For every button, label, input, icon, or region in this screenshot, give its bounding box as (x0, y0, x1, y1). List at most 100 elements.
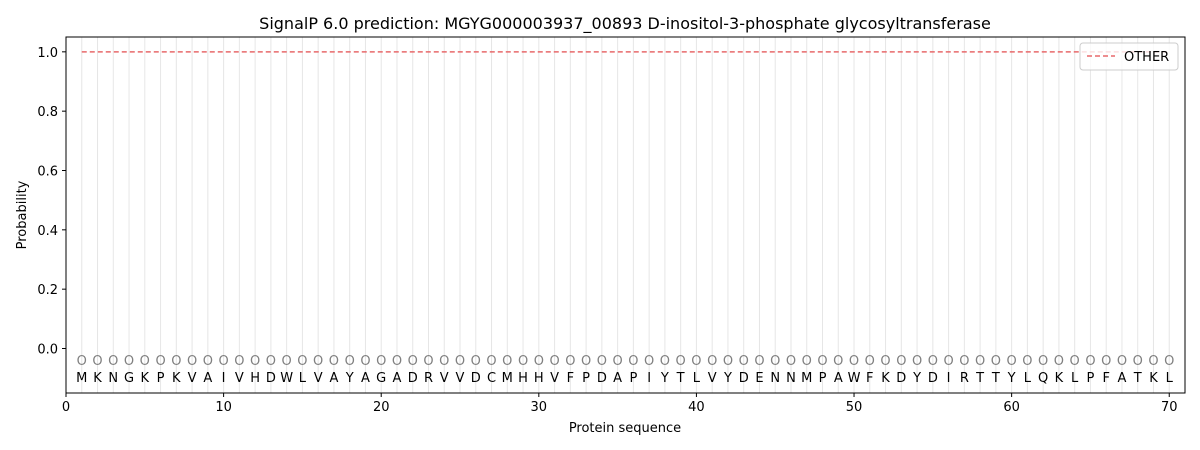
residue-label: Y (660, 371, 669, 386)
residue-label: D (739, 371, 749, 386)
prediction-marker: O (817, 354, 827, 369)
prediction-marker: O (880, 354, 890, 369)
residue-label: N (770, 371, 780, 386)
x-tick-label: 50 (846, 400, 863, 415)
prediction-marker: O (502, 354, 512, 369)
prediction-marker: O (754, 354, 764, 369)
residue-label: D (928, 371, 938, 386)
residue-label: F (1102, 371, 1109, 386)
prediction-marker: O (534, 354, 544, 369)
prediction-marker: O (108, 354, 118, 369)
residue-label: A (834, 371, 843, 386)
prediction-marker: O (770, 354, 780, 369)
prediction-marker: O (912, 354, 922, 369)
prediction-marker: O (313, 354, 323, 369)
prediction-marker: O (423, 354, 433, 369)
prediction-marker: O (786, 354, 796, 369)
x-tick-label: 20 (373, 400, 390, 415)
prediction-marker: O (439, 354, 449, 369)
residue-label: L (1024, 371, 1032, 386)
residue-label: K (881, 371, 890, 386)
prediction-marker: O (959, 354, 969, 369)
residue-label: F (866, 371, 873, 386)
prediction-marker: O (676, 354, 686, 369)
residue-label: M (502, 371, 513, 386)
residue-label: K (141, 371, 150, 386)
residue-label: A (361, 371, 370, 386)
prediction-marker: O (865, 354, 875, 369)
prediction-marker: O (928, 354, 938, 369)
residue-label: A (203, 371, 212, 386)
residue-label: I (222, 371, 226, 386)
residue-label: P (629, 371, 637, 386)
prediction-marker: O (155, 354, 165, 369)
prediction-marker: O (739, 354, 749, 369)
prediction-marker: O (849, 354, 859, 369)
residue-label: Y (723, 371, 732, 386)
y-tick-label: 0.8 (37, 105, 58, 120)
x-tick-label: 70 (1161, 400, 1178, 415)
prediction-marker: O (455, 354, 465, 369)
y-tick-label: 1.0 (37, 46, 58, 61)
residue-label: W (848, 371, 861, 386)
residue-label: P (157, 371, 165, 386)
residue-label: A (1118, 371, 1127, 386)
residue-label: Y (912, 371, 921, 386)
residue-label: E (755, 371, 763, 386)
residue-label: V (440, 371, 449, 386)
residue-label: L (693, 371, 701, 386)
prediction-marker: O (77, 354, 87, 369)
prediction-marker: O (282, 354, 292, 369)
residue-label: T (676, 371, 685, 386)
residue-label: Q (1038, 371, 1048, 386)
prediction-marker: O (833, 354, 843, 369)
prediction-marker: O (392, 354, 402, 369)
prediction-marker: O (360, 354, 370, 369)
residue-label: A (329, 371, 338, 386)
residue-label: A (393, 371, 402, 386)
residue-label: N (108, 371, 118, 386)
prediction-marker: O (1164, 354, 1174, 369)
prediction-marker: O (644, 354, 654, 369)
y-tick-label: 0.4 (37, 224, 58, 239)
prediction-marker: O (297, 354, 307, 369)
x-tick-label: 40 (688, 400, 705, 415)
prediction-marker: O (628, 354, 638, 369)
residue-label: L (299, 371, 307, 386)
residue-label: V (235, 371, 244, 386)
prediction-marker: O (1007, 354, 1017, 369)
prediction-marker: O (1148, 354, 1158, 369)
residue-label: K (93, 371, 102, 386)
residue-label: I (947, 371, 951, 386)
prediction-marker: O (124, 354, 134, 369)
prediction-marker: O (1133, 354, 1143, 369)
residue-label: P (819, 371, 827, 386)
prediction-marker: O (613, 354, 623, 369)
prediction-marker: O (943, 354, 953, 369)
x-tick-label: 10 (215, 400, 232, 415)
y-tick-label: 0.6 (37, 165, 58, 180)
residue-label: K (1149, 371, 1158, 386)
prediction-marker: O (408, 354, 418, 369)
prediction-marker: O (187, 354, 197, 369)
prediction-marker: O (991, 354, 1001, 369)
residue-label: K (1055, 371, 1064, 386)
prediction-marker: O (266, 354, 276, 369)
residue-label: V (188, 371, 197, 386)
residue-label: G (376, 371, 386, 386)
residue-label: K (172, 371, 181, 386)
residue-label: H (250, 371, 260, 386)
prediction-marker: O (597, 354, 607, 369)
residue-label: V (708, 371, 717, 386)
prediction-marker: O (376, 354, 386, 369)
residue-label: M (801, 371, 812, 386)
residue-label: Y (345, 371, 354, 386)
residue-label: L (1071, 371, 1079, 386)
residue-label: Y (1007, 371, 1016, 386)
prediction-marker: O (691, 354, 701, 369)
residue-label: D (896, 371, 906, 386)
y-tick-label: 0.2 (37, 283, 58, 298)
prediction-marker: O (218, 354, 228, 369)
